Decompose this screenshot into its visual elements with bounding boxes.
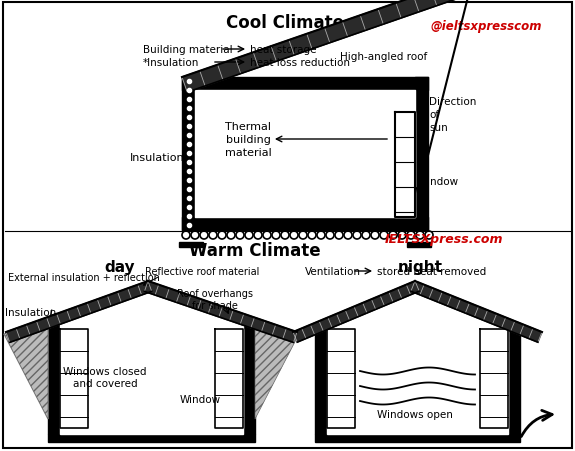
Polygon shape	[48, 324, 60, 434]
Polygon shape	[411, 281, 542, 342]
Text: stored heat removed: stored heat removed	[377, 267, 486, 276]
Polygon shape	[182, 0, 490, 93]
Polygon shape	[315, 324, 327, 434]
Polygon shape	[327, 329, 355, 428]
Polygon shape	[179, 243, 203, 248]
Text: *Insulation: *Insulation	[143, 58, 200, 68]
Polygon shape	[407, 243, 431, 248]
Polygon shape	[215, 329, 243, 428]
Text: External insulation + reflection: External insulation + reflection	[8, 272, 160, 282]
Text: Insulation: Insulation	[5, 307, 56, 318]
Text: IELTSXpress.com: IELTSXpress.com	[385, 232, 504, 245]
Polygon shape	[4, 322, 48, 419]
Text: heat loss reduction: heat loss reduction	[250, 58, 350, 68]
Polygon shape	[48, 434, 255, 442]
Polygon shape	[4, 322, 48, 419]
Text: Window: Window	[418, 177, 459, 187]
Polygon shape	[144, 281, 297, 343]
Text: Direction
of
sun: Direction of sun	[429, 97, 476, 133]
Polygon shape	[327, 324, 508, 434]
Polygon shape	[255, 322, 299, 419]
Polygon shape	[508, 324, 520, 434]
Text: @ieltsxpresscom: @ieltsxpresscom	[430, 20, 542, 33]
Polygon shape	[6, 281, 152, 343]
Text: Reflective roof material: Reflective roof material	[145, 267, 259, 276]
Text: Windows closed
and covered: Windows closed and covered	[63, 366, 147, 388]
Text: Cool Climate: Cool Climate	[226, 14, 344, 32]
Polygon shape	[293, 281, 419, 342]
Polygon shape	[243, 324, 255, 434]
Polygon shape	[60, 329, 88, 428]
Text: Warm Climate: Warm Climate	[189, 241, 321, 259]
Text: Thermal
building
material: Thermal building material	[225, 121, 271, 158]
Text: Roof overhangs
for shade: Roof overhangs for shade	[177, 288, 253, 310]
Text: night: night	[397, 259, 443, 274]
Text: High-angled roof: High-angled roof	[340, 52, 427, 62]
Text: Windows open: Windows open	[377, 409, 453, 419]
Text: Insulation: Insulation	[130, 152, 185, 163]
Polygon shape	[395, 113, 415, 217]
Text: heat storage: heat storage	[250, 45, 316, 55]
Polygon shape	[480, 329, 508, 428]
Text: Ventilation: Ventilation	[305, 267, 361, 276]
Text: Building material: Building material	[143, 45, 233, 55]
Text: day: day	[105, 259, 135, 274]
Polygon shape	[60, 324, 243, 434]
Polygon shape	[315, 434, 520, 442]
Text: Window: Window	[179, 394, 221, 404]
